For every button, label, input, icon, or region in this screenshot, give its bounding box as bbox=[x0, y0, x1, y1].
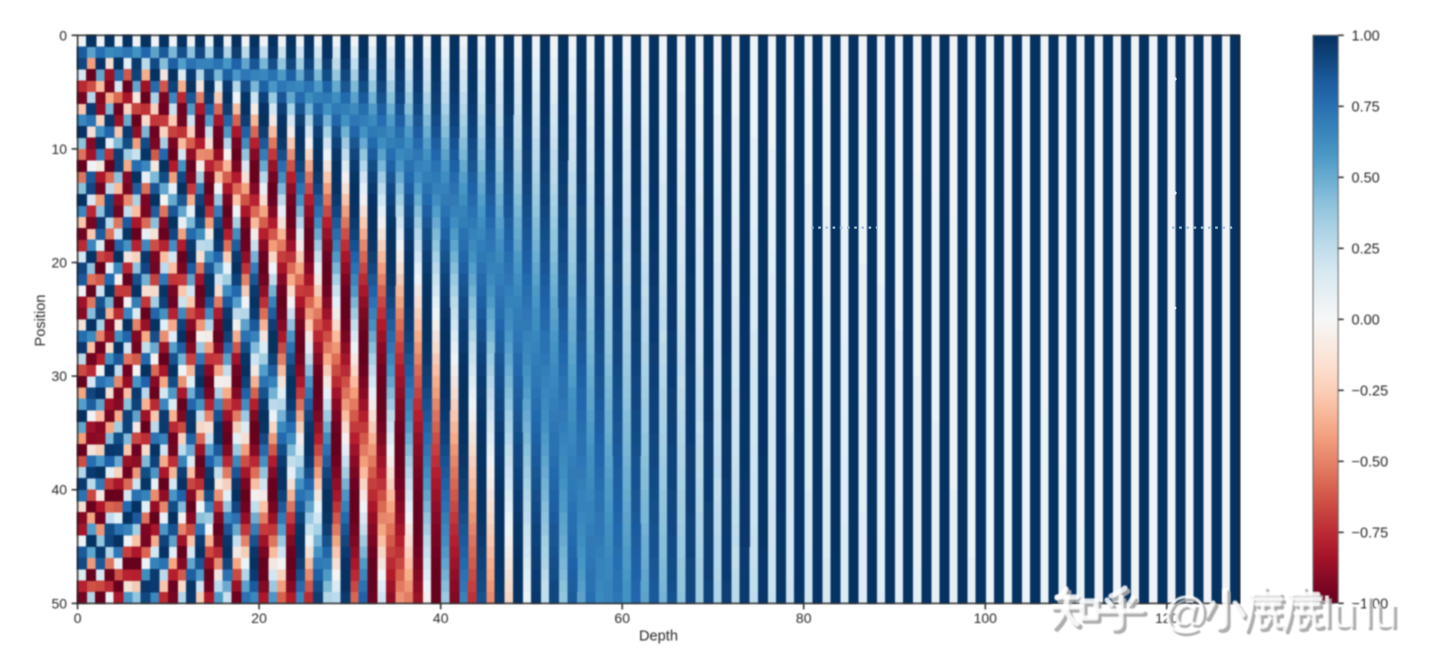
svg-text:50: 50 bbox=[52, 595, 68, 611]
svg-text:0.00: 0.00 bbox=[1352, 312, 1380, 328]
svg-text:20: 20 bbox=[52, 255, 68, 271]
svg-text:80: 80 bbox=[796, 610, 812, 626]
svg-text:10: 10 bbox=[52, 141, 68, 157]
svg-text:20: 20 bbox=[251, 610, 267, 626]
svg-text:Position: Position bbox=[33, 295, 49, 347]
svg-text:40: 40 bbox=[52, 482, 68, 498]
svg-text:0.50: 0.50 bbox=[1352, 170, 1380, 186]
svg-text:30: 30 bbox=[52, 368, 68, 384]
svg-text:0: 0 bbox=[59, 27, 67, 43]
svg-text:−0.75: −0.75 bbox=[1352, 525, 1389, 541]
svg-text:0.25: 0.25 bbox=[1352, 241, 1380, 257]
svg-text:40: 40 bbox=[433, 610, 449, 626]
svg-text:−0.25: −0.25 bbox=[1352, 383, 1389, 399]
svg-text:Depth: Depth bbox=[639, 629, 678, 645]
svg-text:1.00: 1.00 bbox=[1352, 28, 1380, 44]
svg-text:0: 0 bbox=[74, 610, 82, 626]
svg-text:0.75: 0.75 bbox=[1352, 99, 1380, 115]
svg-text:−0.50: −0.50 bbox=[1352, 454, 1389, 470]
svg-text:60: 60 bbox=[614, 610, 630, 626]
svg-text:100: 100 bbox=[974, 610, 998, 626]
